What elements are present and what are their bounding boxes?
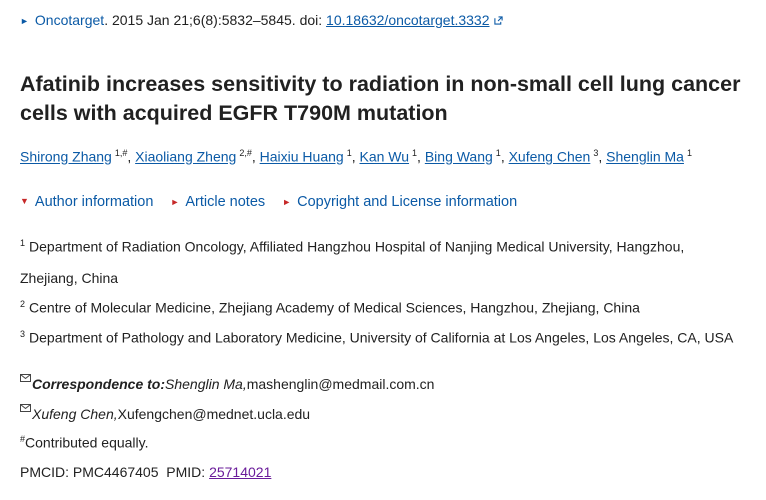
author-link[interactable]: Kan Wu (359, 148, 410, 165)
author-link[interactable]: Haixiu Huang (259, 148, 344, 165)
author-link[interactable]: Xiaoliang Zheng (135, 148, 237, 165)
author-link[interactable]: Bing Wang (424, 148, 493, 165)
author-link[interactable]: Xufeng Chen (508, 148, 591, 165)
author-affiliation-mark: 1,# (114, 148, 128, 158)
author-link[interactable]: Shenglin Ma (606, 148, 684, 165)
envelope-icon (20, 374, 31, 382)
author-affiliation-mark: 1 (412, 148, 418, 158)
article-notes-toggle[interactable]: ► Article notes (170, 194, 266, 210)
pmid-label: PMID: (166, 464, 210, 480)
author-affiliation-mark: 3 (593, 148, 599, 158)
article-title: Afatinib increases sensitivity to radiat… (20, 72, 741, 125)
citation-details: . 2015 Jan 21;6(8):5832–5845. doi: (104, 12, 327, 28)
affiliation-1: 1 Department of Radiation Oncology, Affil… (20, 238, 685, 255)
author-affiliation-mark: 1 (495, 148, 501, 158)
caret-right-icon: ► (170, 197, 180, 207)
correspondence-label: Correspondence to: (32, 376, 166, 392)
correspondence-1: Correspondence to:Shenglin Ma,mashenglin… (20, 374, 434, 392)
affiliation-3: 3 Department of Pathology and Laboratory … (20, 329, 734, 346)
external-link-icon (493, 16, 503, 25)
expand-triangle-icon[interactable]: ► (20, 16, 29, 26)
correspondent-name: Shenglin Ma, (165, 376, 247, 392)
correspondence-2: Xufeng Chen,Xufengchen@mednet.ucla.edu (20, 404, 310, 422)
citation-line: ► Oncotarget. 2015 Jan 21;6(8):5832–5845.… (20, 12, 503, 28)
affiliation-1-continued: Zhejiang, China (20, 270, 119, 286)
author-link[interactable]: Shirong Zhang (20, 148, 112, 165)
author-affiliation-mark: 2,# (239, 148, 252, 158)
journal-link[interactable]: Oncotarget (34, 12, 105, 28)
envelope-icon (20, 404, 31, 412)
correspondent-email[interactable]: mashenglin@medmail.com.cn (246, 376, 435, 392)
affiliation-2: 2 Centre of Molecular Medicine, Zhejiang … (20, 299, 640, 316)
article-info-toggles: ▼ Author information ► Article notes ► Copy… (20, 194, 530, 210)
correspondent-email[interactable]: Xufengchen@mednet.ucla.edu (117, 406, 311, 422)
caret-down-icon: ▼ (20, 196, 29, 206)
author-list: Shirong Zhang 1,#, Xiaoliang Zheng 2,#, Ha… (20, 148, 692, 165)
pmcid-text: PMCID: PMC4467405 (20, 464, 159, 480)
author-affiliation-mark: 1 (686, 148, 692, 158)
author-affiliation-mark: 1 (346, 148, 352, 158)
copyright-license-toggle[interactable]: ► Copyright and License information (282, 194, 518, 210)
caret-right-icon: ► (282, 197, 292, 207)
article-identifiers: PMCID: PMC4467405 PMID: 25714021 (20, 464, 271, 480)
correspondent-name: Xufeng Chen, (32, 406, 118, 422)
author-information-toggle[interactable]: ▼ Author information (20, 194, 154, 210)
pmid-link[interactable]: 25714021 (209, 464, 272, 480)
contribution-note: #Contributed equally. (20, 434, 149, 451)
doi-link[interactable]: 10.18632/oncotarget.3332 (326, 12, 490, 28)
